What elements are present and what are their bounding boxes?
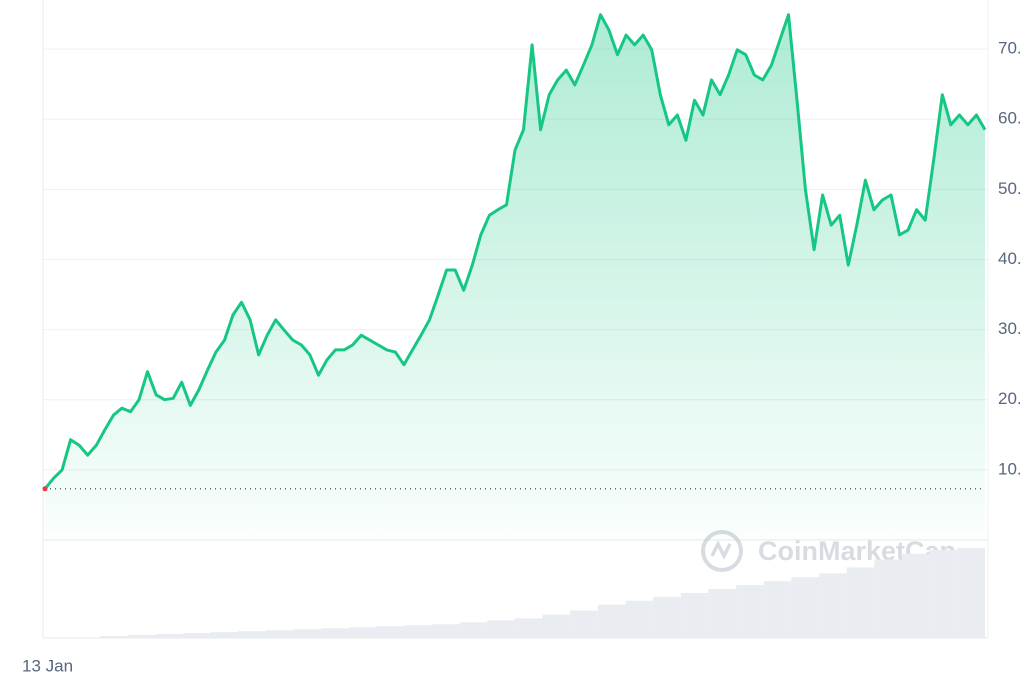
volume-bar — [487, 620, 515, 638]
y-tick-label: 70. — [998, 39, 1022, 58]
volume-bar — [791, 577, 820, 638]
volume-bar — [293, 629, 322, 638]
volume-bar — [155, 634, 183, 638]
y-tick-label: 10. — [998, 459, 1022, 478]
volume-bar — [265, 630, 294, 638]
volume-bar — [902, 553, 930, 638]
volume-bar — [238, 631, 266, 638]
start-dot — [42, 486, 48, 492]
volume-bar — [763, 581, 792, 638]
price-line — [43, 13, 987, 490]
volume-bar — [348, 627, 377, 638]
y-tick-label: 50. — [998, 179, 1022, 198]
volume-bar — [708, 589, 737, 638]
volume-bar — [431, 624, 460, 638]
y-tick-label: 20. — [998, 389, 1022, 408]
price-area — [45, 14, 985, 540]
volume-bar — [819, 573, 847, 638]
volume-bar — [570, 610, 598, 638]
volume-bar — [182, 633, 211, 638]
y-tick-label: 60. — [998, 109, 1022, 128]
volume-bar — [459, 622, 488, 638]
y-tick-label: 40. — [998, 249, 1022, 268]
volume-bar — [210, 632, 239, 638]
y-tick-label: 30. — [998, 319, 1022, 338]
volume-bar — [597, 604, 626, 638]
volume-bar — [376, 626, 405, 638]
volume-bar — [874, 559, 903, 638]
volume-bar — [929, 549, 958, 638]
volume-bar — [127, 635, 156, 638]
volume-bar — [100, 636, 128, 638]
volume-bar — [542, 614, 571, 638]
volume-bar — [680, 592, 709, 638]
volume-bar — [321, 628, 349, 638]
volume-bar — [957, 547, 985, 638]
volume-bar — [653, 596, 681, 638]
volume-bar — [625, 600, 654, 638]
volume-bar — [514, 618, 543, 638]
volume-bar — [846, 567, 875, 638]
volume-bar — [736, 585, 764, 638]
x-tick-label: 13 Jan — [22, 656, 73, 675]
volume-bar — [404, 625, 432, 638]
